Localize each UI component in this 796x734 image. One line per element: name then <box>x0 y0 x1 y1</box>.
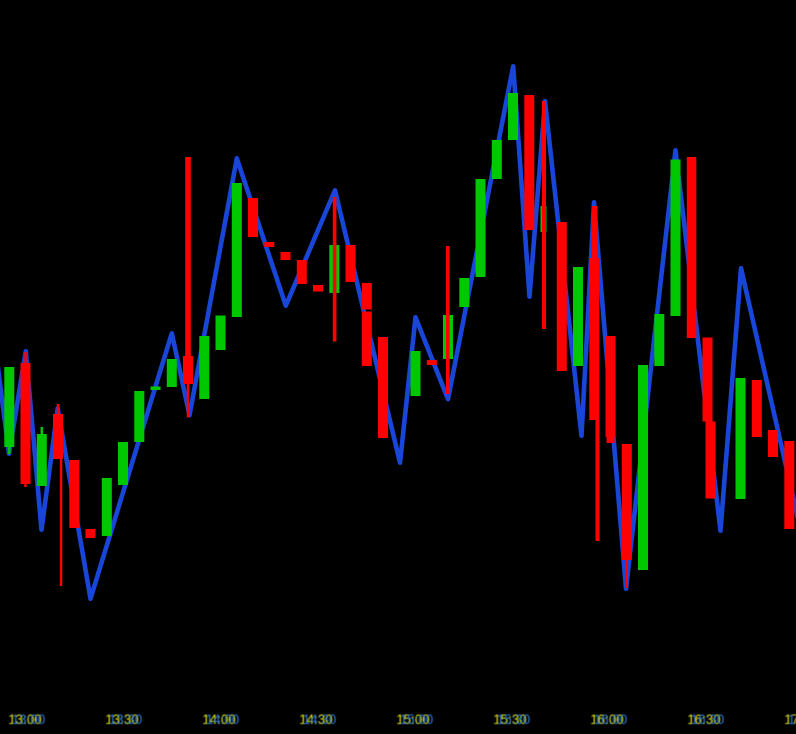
svg-text:16:30: 16:30 <box>691 712 725 727</box>
svg-text:15:30: 15:30 <box>493 712 527 727</box>
svg-text:14:00: 14:00 <box>202 712 236 727</box>
svg-text:15:00: 15:00 <box>400 712 434 727</box>
svg-text:16:30: 16:30 <box>687 712 721 727</box>
svg-text:14:30: 14:30 <box>299 712 333 727</box>
svg-text:15:30: 15:30 <box>497 712 531 727</box>
svg-text:13:30: 13:30 <box>105 712 139 727</box>
svg-text:14:00: 14:00 <box>206 712 240 727</box>
svg-text:14:30: 14:30 <box>303 712 337 727</box>
svg-text:15:00: 15:00 <box>396 712 430 727</box>
svg-text:17:00: 17:00 <box>784 712 796 727</box>
svg-text:16:00: 16:00 <box>590 712 624 727</box>
svg-text:16:00: 16:00 <box>594 712 628 727</box>
svg-text:13:00: 13:00 <box>12 712 46 727</box>
svg-text:17:00: 17:00 <box>788 712 796 727</box>
svg-text:13:00: 13:00 <box>8 712 42 727</box>
svg-text:13:30: 13:30 <box>109 712 143 727</box>
